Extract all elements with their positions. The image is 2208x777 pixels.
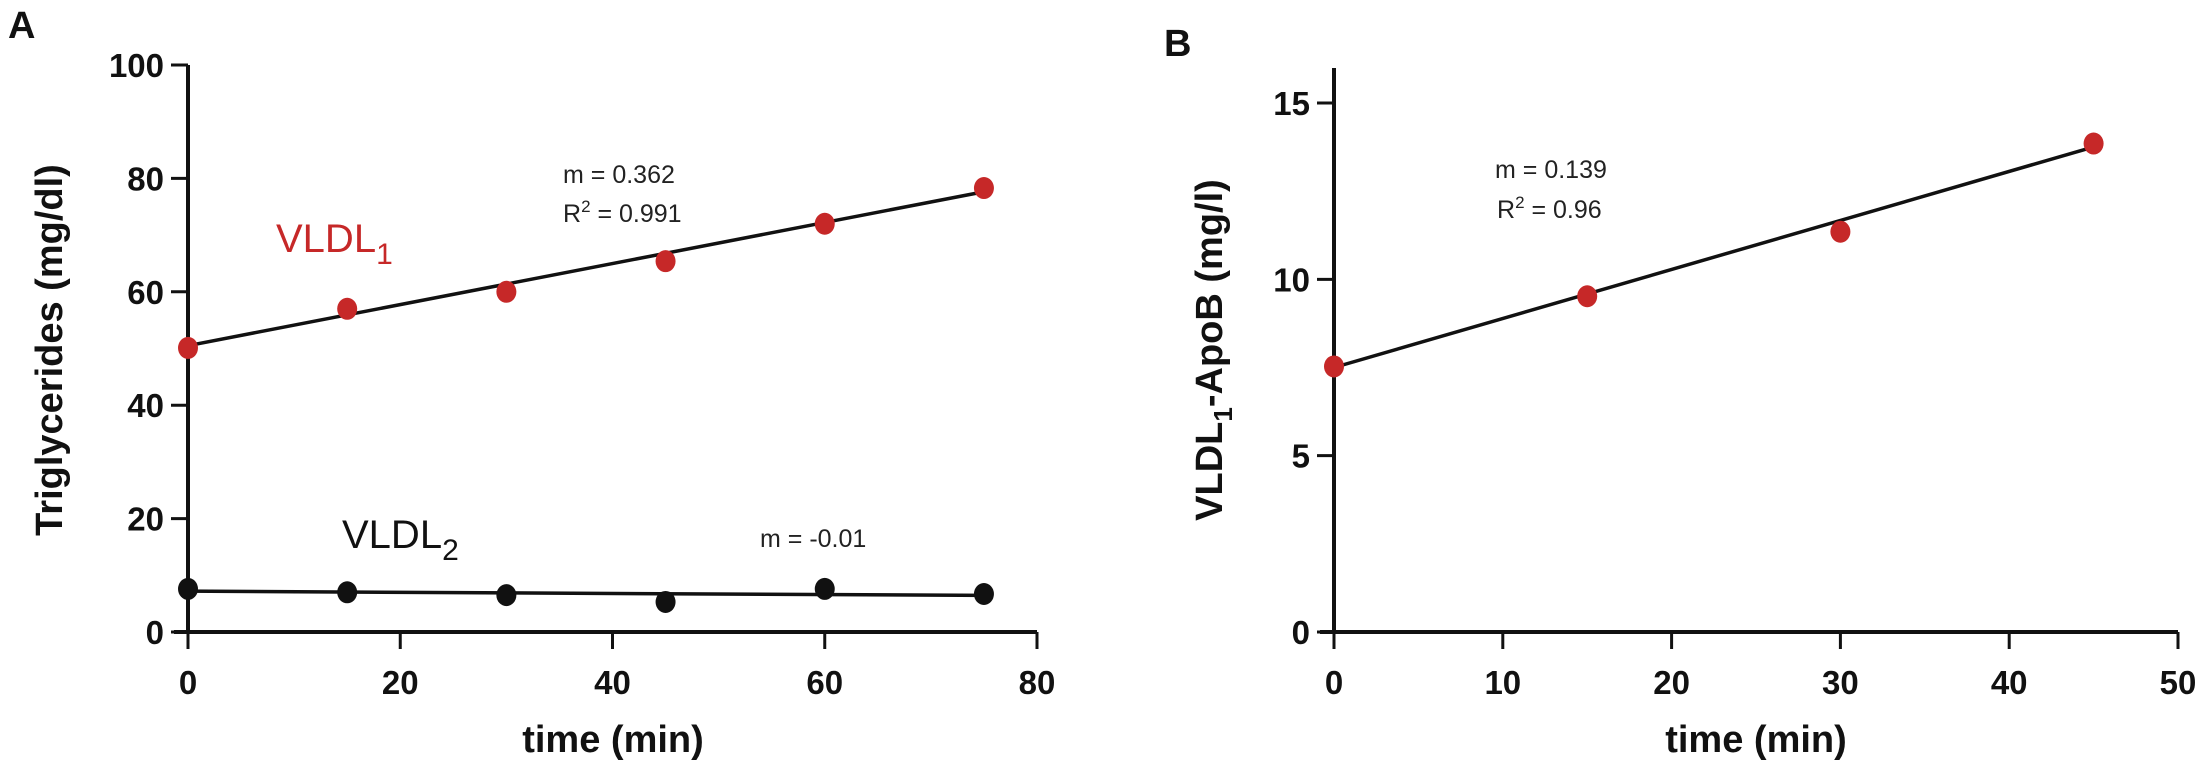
- vldl1-series-label: VLDL1: [276, 217, 393, 271]
- panel-b-x-tick-label: 40: [1991, 664, 2028, 701]
- vldl1-r2-annotation: R2 = 0.991: [563, 197, 682, 228]
- panel-a-y-tick-label: 40: [127, 387, 164, 424]
- apob-r2-annotation: R2 = 0.96: [1497, 193, 1602, 224]
- panel-a-series-1-point: [178, 336, 198, 359]
- panel-a-series-1-point: [337, 297, 358, 320]
- panel-b-x-tick-label: 20: [1653, 664, 1690, 701]
- panel-a-series-1-fit-line: [187, 190, 985, 348]
- panel-a-y-tick-label: 100: [109, 47, 164, 84]
- panel-b-y-tick-label: 15: [1273, 85, 1310, 122]
- panel-a-y-axis-title: Triglycerides (mg/dl): [29, 164, 71, 536]
- vldl2-slope-annotation: m = -0.01: [760, 525, 866, 553]
- panel-b-x-tick-label: 0: [1325, 664, 1343, 701]
- panel-b-series-1-point: [1577, 285, 1598, 308]
- panel-b-series-1-point: [1324, 355, 1344, 378]
- panel-a-series-2-point: [655, 590, 676, 613]
- panel-a-y-tick-label: 60: [127, 274, 164, 311]
- panel-b-series-1-point: [1830, 220, 1851, 243]
- panel-a-series-2-point: [496, 584, 517, 607]
- panel-b-label: B: [1164, 23, 1191, 65]
- panel-a-series-1-point: [973, 177, 994, 200]
- panel-a-x-axis-title: time (min): [522, 719, 704, 761]
- panel-b-y-tick-label: 10: [1273, 261, 1310, 298]
- panel-b-x-tick-label: 10: [1484, 664, 1521, 701]
- panel-a-label: A: [8, 5, 35, 47]
- panel-a-series-2-point: [337, 581, 358, 604]
- panel-b-y-tick-label: 5: [1292, 438, 1310, 475]
- panel-b-series-1-fit-line: [1333, 145, 2095, 370]
- panel-a-x-tick-label: 80: [1019, 664, 1056, 701]
- panel-b-x-tick-label: 50: [2160, 664, 2197, 701]
- panel-a-series-1-point: [496, 280, 517, 303]
- chart-marks: 0 20 40 60 80 0 20 40 60 80 100 0 10 20 30 40 50 0 5 10 15: [109, 47, 2196, 701]
- panel-a-series-1-point: [814, 212, 835, 235]
- panel-a-x-tick-label: 60: [806, 664, 843, 701]
- panel-b-series-1-point: [2083, 132, 2104, 155]
- panel-b-y-tick-label: 0: [1292, 614, 1310, 651]
- panel-a-x-tick-label: 20: [382, 664, 419, 701]
- panel-a-series-2-point: [973, 583, 994, 606]
- vldl2-series-label: VLDL2: [342, 513, 459, 567]
- panel-b-x-tick-label: 30: [1822, 664, 1859, 701]
- panel-a-x-tick-label: 40: [594, 664, 631, 701]
- panel-b-x-axis-title: time (min): [1665, 719, 1847, 761]
- vldl1-slope-annotation: m = 0.362: [563, 161, 675, 189]
- panel-b-y-axis-title: VLDL1-ApoB (mg/l): [1189, 179, 1238, 521]
- panel-a-series-2-fit-line: [187, 589, 984, 598]
- panel-a-y-tick-label: 0: [146, 614, 164, 651]
- panel-a-series-2-point: [178, 577, 198, 600]
- panel-a-series-1-point: [655, 250, 676, 273]
- panel-a-y-tick-label: 20: [127, 501, 164, 538]
- panel-a-x-tick-label: 0: [179, 664, 197, 701]
- panel-a-y-tick-label: 80: [127, 160, 164, 197]
- panel-a-series-2-point: [814, 577, 835, 600]
- apob-slope-annotation: m = 0.139: [1495, 156, 1607, 184]
